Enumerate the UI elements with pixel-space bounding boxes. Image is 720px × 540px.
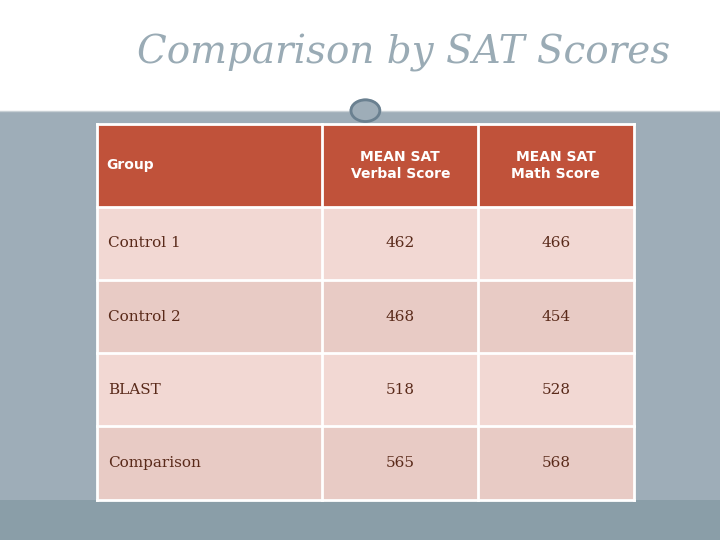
Text: 568: 568: [541, 456, 570, 470]
Text: Comparison by SAT Scores: Comparison by SAT Scores: [137, 33, 670, 72]
Text: Comparison: Comparison: [108, 456, 201, 470]
Text: BLAST: BLAST: [108, 383, 161, 397]
Text: 466: 466: [541, 237, 570, 251]
Text: 518: 518: [386, 383, 415, 397]
Text: MEAN SAT
Math Score: MEAN SAT Math Score: [511, 150, 600, 180]
Text: 468: 468: [386, 309, 415, 323]
Text: MEAN SAT
Verbal Score: MEAN SAT Verbal Score: [351, 150, 450, 180]
Text: Control 2: Control 2: [108, 309, 181, 323]
Text: 565: 565: [386, 456, 415, 470]
Text: 454: 454: [541, 309, 570, 323]
Text: Group: Group: [106, 158, 153, 172]
Text: 462: 462: [386, 237, 415, 251]
Text: Control 1: Control 1: [108, 237, 181, 251]
Text: 528: 528: [541, 383, 570, 397]
